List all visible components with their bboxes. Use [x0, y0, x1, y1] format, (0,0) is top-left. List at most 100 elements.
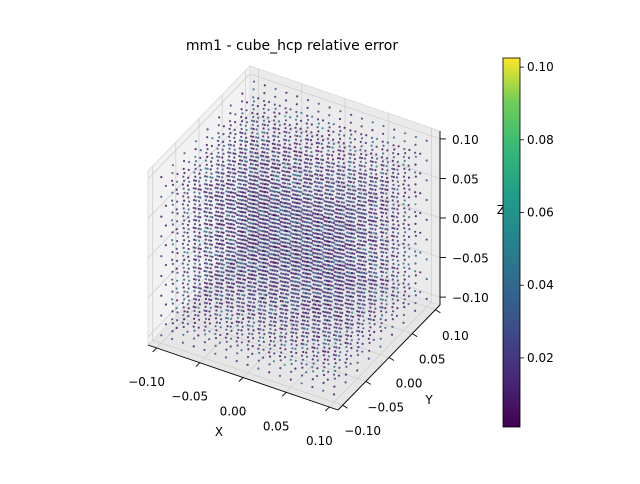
scatter-point — [371, 168, 374, 171]
scatter-point — [255, 227, 258, 230]
scatter-point — [319, 233, 322, 236]
scatter-point — [324, 263, 327, 266]
scatter-point — [373, 271, 376, 274]
scatter-point — [244, 231, 247, 234]
scatter-point — [216, 199, 220, 202]
scatter-point — [233, 148, 236, 151]
scatter-point — [397, 184, 400, 187]
scatter-point — [304, 153, 307, 156]
scatter-point — [261, 131, 264, 134]
scatter-point — [257, 221, 260, 224]
scatter-point — [323, 358, 326, 361]
scatter-point — [414, 309, 417, 312]
scatter-point — [263, 84, 266, 87]
scatter-point — [335, 306, 338, 309]
scatter-point — [227, 163, 230, 166]
scatter-point — [238, 155, 241, 158]
scatter-point — [292, 284, 295, 287]
scatter-point — [227, 301, 230, 304]
scatter-point — [216, 194, 219, 198]
scatter-point — [244, 124, 247, 127]
scatter-point — [319, 312, 322, 315]
scatter-point — [358, 196, 362, 199]
scatter-point — [370, 251, 373, 254]
scatter-point — [325, 161, 328, 164]
scatter-point — [278, 151, 281, 155]
scatter-point — [182, 286, 185, 289]
scatter-point — [226, 246, 229, 249]
scatter-point — [311, 318, 314, 321]
scatter-point — [352, 169, 355, 172]
scatter-point — [288, 270, 291, 273]
scatter-point — [302, 244, 305, 247]
scatter-point — [321, 245, 324, 248]
scatter-point — [338, 240, 341, 243]
scatter-point — [337, 236, 341, 239]
scatter-point — [259, 209, 262, 212]
scatter-point — [254, 282, 257, 285]
scatter-point — [385, 212, 388, 215]
scatter-point — [255, 266, 258, 269]
scatter-point — [311, 338, 314, 341]
scatter-point — [328, 347, 331, 350]
scatter-point — [262, 159, 266, 162]
scatter-point — [308, 170, 311, 173]
scatter-point — [305, 355, 309, 358]
scatter-point — [317, 142, 320, 145]
scatter-point — [293, 209, 296, 212]
scatter-point — [224, 198, 228, 201]
scatter-point — [204, 234, 207, 237]
scatter-point — [205, 151, 208, 154]
scatter-point — [233, 215, 236, 218]
scatter-point — [304, 165, 307, 168]
scatter-point — [291, 339, 294, 342]
scatter-point — [297, 225, 300, 229]
scatter-point — [314, 173, 317, 176]
scatter-point — [350, 267, 353, 271]
scatter-point — [221, 287, 224, 290]
scatter-point — [233, 255, 236, 258]
scatter-point — [284, 340, 287, 343]
scatter-point — [344, 262, 347, 265]
scatter-point — [313, 220, 316, 223]
scatter-point — [308, 249, 311, 252]
scatter-point — [319, 265, 322, 268]
scatter-point — [332, 314, 336, 317]
scatter-point — [403, 227, 406, 230]
scatter-point — [186, 263, 189, 266]
scatter-point — [395, 275, 399, 278]
scatter-point — [193, 297, 196, 301]
scatter-point — [264, 222, 267, 225]
scatter-point — [183, 251, 186, 254]
scatter-point — [353, 165, 356, 168]
scatter-point — [198, 259, 201, 262]
scatter-point — [385, 271, 388, 274]
scatter-point — [269, 189, 272, 192]
scatter-point — [375, 224, 378, 227]
scatter-point — [329, 232, 332, 236]
scatter-point — [228, 155, 231, 158]
scatter-point — [312, 362, 315, 365]
scatter-point — [294, 300, 297, 303]
scatter-point — [183, 239, 186, 242]
scatter-point — [214, 332, 217, 336]
scatter-point — [360, 192, 363, 195]
scatter-point — [268, 212, 271, 216]
scatter-point — [176, 220, 179, 223]
scatter-point — [239, 190, 242, 193]
scatter-point — [338, 267, 341, 270]
scatter-point — [274, 336, 277, 339]
scatter-point — [238, 313, 241, 316]
scatter-point — [338, 125, 341, 128]
scatter-point — [284, 356, 287, 359]
scatter-point — [226, 226, 229, 229]
scatter-point — [300, 283, 303, 286]
scatter-point — [333, 298, 336, 301]
scatter-point — [425, 159, 428, 162]
scatter-point — [351, 204, 354, 208]
scatter-point — [193, 191, 196, 194]
scatter-point — [403, 306, 406, 309]
scatter-point — [240, 120, 244, 123]
scatter-point — [183, 171, 186, 175]
scatter-point — [282, 197, 286, 200]
